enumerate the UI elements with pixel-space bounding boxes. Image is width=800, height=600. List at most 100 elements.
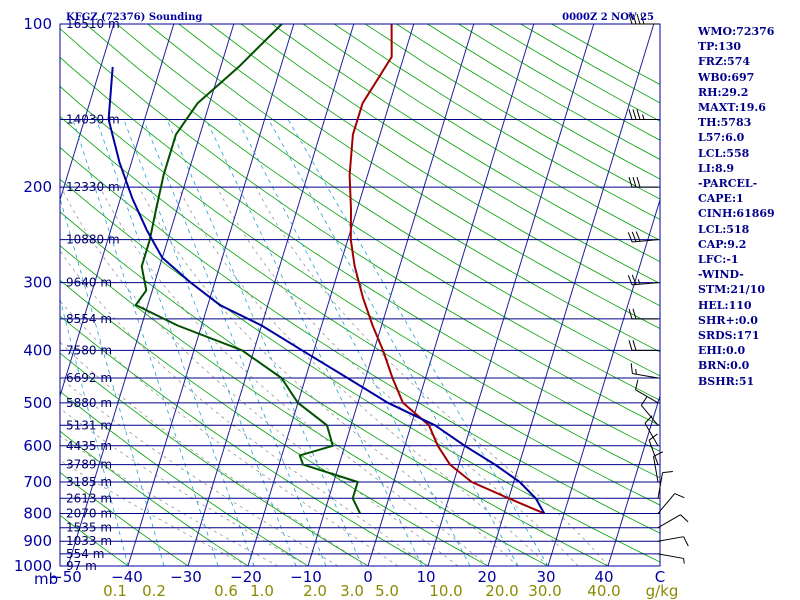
wind-barb-staff — [644, 422, 659, 447]
mixing-ratio-line — [95, 119, 255, 566]
temperature-trace — [348, 24, 545, 515]
height-label: 4435 m — [66, 439, 112, 453]
temperature-tick-label: C — [655, 568, 665, 586]
stat-line: LCL:518 — [698, 222, 750, 236]
wind-barb-flag — [635, 231, 641, 242]
height-label: 5131 m — [66, 418, 112, 432]
height-label: 3185 m — [66, 475, 112, 489]
height-label: 14030 m — [66, 112, 120, 126]
wind-barbs — [627, 13, 689, 564]
pressure-tick-label: 500 — [23, 394, 52, 412]
wind-barb-flag — [674, 493, 685, 499]
height-label: 8554 m — [66, 312, 112, 326]
mixing-ratio-tick-label: 10.0 — [429, 582, 462, 600]
wind-barb — [630, 363, 659, 379]
wind-barb — [627, 274, 659, 286]
isotherm-line — [487, 24, 655, 566]
wind-barb-staff — [652, 456, 659, 483]
stat-line: HEL:110 — [698, 298, 752, 312]
wind-barb-staff — [640, 405, 659, 426]
wind-barb-flag — [662, 470, 673, 474]
mixing-ratio-tick-label: 3.0 — [340, 582, 364, 600]
height-label: 7580 m — [66, 343, 112, 357]
mixing-ratio-tick-label: 30.0 — [528, 582, 561, 600]
wind-barb — [657, 493, 685, 514]
wind-barb-half-flag — [683, 558, 685, 564]
wind-barb-flag — [632, 308, 637, 320]
wind-barb-flag — [628, 109, 633, 120]
stat-line: CINH:61869 — [698, 207, 775, 221]
stat-line: -WIND- — [698, 268, 744, 282]
mixing-ratio-tick-label: 0.2 — [142, 582, 166, 600]
wind-barb — [657, 470, 673, 499]
temperature-tick-label: −40 — [111, 568, 143, 586]
wind-barb-flag — [631, 231, 637, 242]
pressure-unit-label: mb — [34, 570, 58, 588]
pressure-tick-label: 600 — [23, 437, 52, 455]
stat-line: -PARCEL- — [698, 177, 758, 191]
wind-barb-flag — [683, 536, 689, 547]
wind-barb-staff — [657, 493, 676, 514]
temperature-tick-label: 0 — [363, 568, 373, 586]
parcel-trace — [107, 66, 546, 514]
sounding-traces — [107, 24, 546, 515]
wind-barb-flag — [634, 379, 639, 390]
wind-barb-flag — [640, 396, 648, 406]
height-label: 2613 m — [66, 491, 112, 505]
stat-line: TP:130 — [698, 40, 742, 54]
pressure-tick-label: 300 — [23, 274, 52, 292]
isotherm-line — [60, 24, 115, 202]
height-label: 97 m — [66, 559, 97, 573]
wind-barb — [657, 514, 689, 529]
temperature-tick-label: −30 — [170, 568, 202, 586]
mixing-ratio-tick-label: 2.0 — [303, 582, 327, 600]
height-label: 554 m — [66, 547, 104, 561]
stat-line: FRZ:574 — [698, 55, 751, 69]
sounding-time: 0000Z 2 NOV 25 — [562, 12, 654, 23]
wind-barb — [627, 231, 659, 243]
height-label: 3789 m — [66, 458, 112, 472]
mixing-ratio-tick-label: 0.6 — [214, 582, 238, 600]
stat-line: TH:5783 — [698, 116, 752, 130]
mixing-ratio-tick-label: 40.0 — [587, 582, 620, 600]
pressure-tick-label: 800 — [23, 504, 52, 522]
wind-barb-flag — [627, 232, 633, 243]
wind-barb-staff — [648, 439, 659, 465]
temperature-tick-label: 10 — [416, 568, 435, 586]
stat-line: RH:29.2 — [698, 85, 749, 99]
height-label: 5880 m — [66, 396, 112, 410]
wind-barb-flag — [640, 13, 645, 25]
isotherm-line — [367, 24, 535, 566]
dewpoint-trace — [134, 24, 361, 514]
isotherm-line — [127, 24, 295, 566]
wind-barb-flag — [632, 109, 637, 120]
stats-panel: WMO:72376 TP:130 FRZ:574 WB0:697 RH:29.2 MAXT… — [698, 24, 775, 389]
stat-line: STM:21/10 — [698, 283, 765, 297]
height-label: 10880 m — [66, 233, 120, 247]
wind-barb — [634, 379, 659, 404]
wind-barb-flag — [644, 415, 653, 424]
wind-barb-staff — [657, 472, 664, 499]
wind-barb — [657, 536, 689, 547]
moist-adiabat-line — [60, 187, 459, 566]
wind-barb — [657, 553, 685, 564]
temperature-tick-label: −10 — [290, 568, 322, 586]
isotherm-line — [247, 24, 415, 566]
wind-barb-flag — [627, 274, 633, 286]
wind-barb-flag — [636, 13, 641, 25]
mixing-ratio-tick-label: 20.0 — [485, 582, 518, 600]
wind-barb-flag — [628, 177, 633, 188]
stat-line: BSHR:51 — [698, 374, 755, 388]
isotherms — [60, 24, 660, 566]
mixing-ratio-line — [236, 119, 471, 566]
wind-barb-staff — [632, 239, 659, 243]
stat-line: MAXT:19.6 — [698, 101, 766, 115]
wind-barb-staff — [635, 389, 659, 404]
stat-line: SRDS:171 — [698, 329, 760, 343]
wind-barb-half-flag — [642, 114, 645, 120]
mixing-ratio-line — [268, 119, 519, 566]
wind-barb-flag — [628, 308, 633, 320]
